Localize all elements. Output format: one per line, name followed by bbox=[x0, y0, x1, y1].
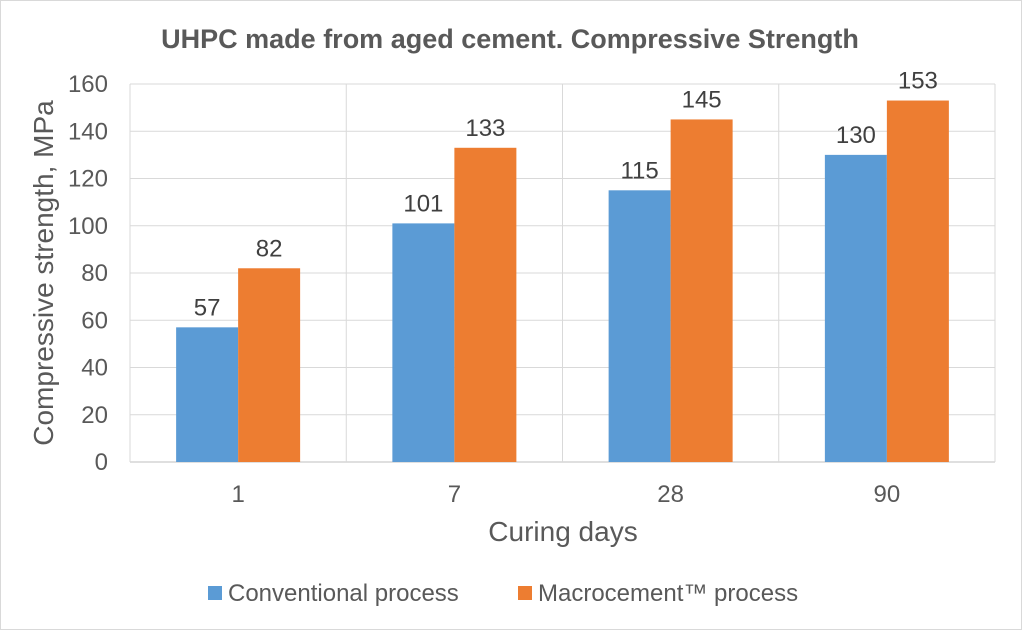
y-tick-label: 120 bbox=[68, 166, 108, 193]
bars bbox=[176, 100, 949, 462]
bar bbox=[886, 100, 949, 462]
x-axis-label: Curing days bbox=[488, 516, 637, 547]
y-tick-label: 100 bbox=[68, 213, 108, 240]
x-tick-label: 90 bbox=[874, 481, 901, 508]
x-tick-label: 1 bbox=[231, 481, 244, 508]
data-label: 130 bbox=[836, 122, 876, 149]
legend-label: Conventional process bbox=[228, 580, 459, 607]
y-tick-label: 160 bbox=[68, 71, 108, 98]
data-labels: 57 82 101 133 115 145 130 153 bbox=[194, 68, 938, 322]
y-tick-label: 140 bbox=[68, 118, 108, 145]
legend-swatch bbox=[208, 586, 222, 600]
data-label: 153 bbox=[898, 68, 938, 95]
data-label: 82 bbox=[256, 235, 283, 262]
bar bbox=[670, 119, 733, 462]
legend: Conventional process Macrocement™ process bbox=[208, 580, 798, 607]
legend-swatch bbox=[518, 586, 532, 600]
bar bbox=[824, 154, 887, 462]
legend-label: Macrocement™ process bbox=[538, 580, 798, 607]
x-axis-ticks: 1 7 28 90 bbox=[231, 481, 900, 508]
y-tick-label: 80 bbox=[81, 260, 108, 287]
data-label: 101 bbox=[403, 190, 443, 217]
x-tick-label: 28 bbox=[657, 481, 684, 508]
data-label: 133 bbox=[465, 115, 505, 142]
data-label: 145 bbox=[682, 86, 722, 113]
bar bbox=[176, 327, 239, 462]
y-tick-label: 40 bbox=[81, 355, 108, 382]
bar bbox=[454, 147, 517, 462]
y-axis-ticks: 0 20 40 60 80 100 120 140 160 bbox=[68, 71, 108, 476]
y-tick-label: 60 bbox=[81, 307, 108, 334]
x-tick-label: 7 bbox=[448, 481, 461, 508]
y-axis-label: Compressive strength, MPa bbox=[28, 100, 59, 446]
data-label: 57 bbox=[194, 294, 221, 321]
bar bbox=[238, 268, 301, 462]
y-tick-label: 0 bbox=[95, 449, 108, 476]
bar bbox=[392, 223, 455, 462]
bar bbox=[608, 190, 671, 462]
y-tick-label: 20 bbox=[81, 402, 108, 429]
data-label: 115 bbox=[620, 157, 658, 184]
chart-title: UHPC made from aged cement. Compressive … bbox=[161, 24, 859, 54]
